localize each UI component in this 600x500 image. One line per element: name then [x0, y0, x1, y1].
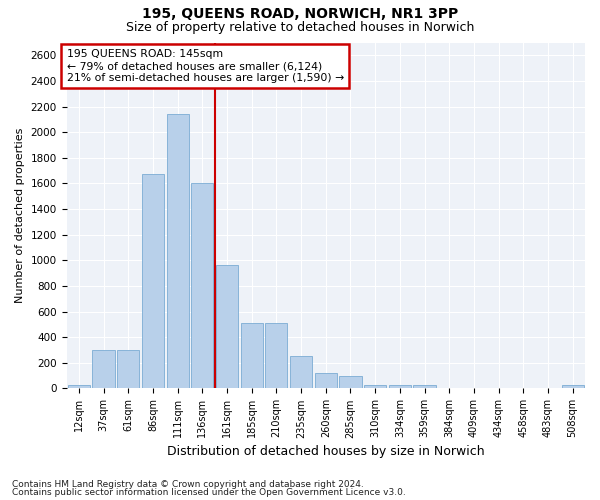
- X-axis label: Distribution of detached houses by size in Norwich: Distribution of detached houses by size …: [167, 444, 485, 458]
- Bar: [314, 373, 337, 388]
- Text: Contains public sector information licensed under the Open Government Licence v3: Contains public sector information licen…: [12, 488, 406, 497]
- Text: Contains HM Land Registry data © Crown copyright and database right 2024.: Contains HM Land Registry data © Crown c…: [12, 480, 364, 489]
- Bar: [389, 384, 411, 388]
- Bar: [68, 386, 90, 388]
- Bar: [413, 384, 436, 388]
- Bar: [562, 384, 584, 388]
- Bar: [340, 376, 362, 388]
- Text: 195 QUEENS ROAD: 145sqm
← 79% of detached houses are smaller (6,124)
21% of semi: 195 QUEENS ROAD: 145sqm ← 79% of detache…: [67, 50, 344, 82]
- Bar: [117, 350, 139, 389]
- Bar: [290, 356, 312, 388]
- Bar: [142, 174, 164, 388]
- Bar: [241, 323, 263, 388]
- Bar: [167, 114, 189, 388]
- Bar: [92, 350, 115, 389]
- Bar: [191, 184, 214, 388]
- Text: 195, QUEENS ROAD, NORWICH, NR1 3PP: 195, QUEENS ROAD, NORWICH, NR1 3PP: [142, 8, 458, 22]
- Bar: [265, 323, 287, 388]
- Y-axis label: Number of detached properties: Number of detached properties: [15, 128, 25, 303]
- Bar: [364, 384, 386, 388]
- Text: Size of property relative to detached houses in Norwich: Size of property relative to detached ho…: [126, 21, 474, 34]
- Bar: [216, 266, 238, 388]
